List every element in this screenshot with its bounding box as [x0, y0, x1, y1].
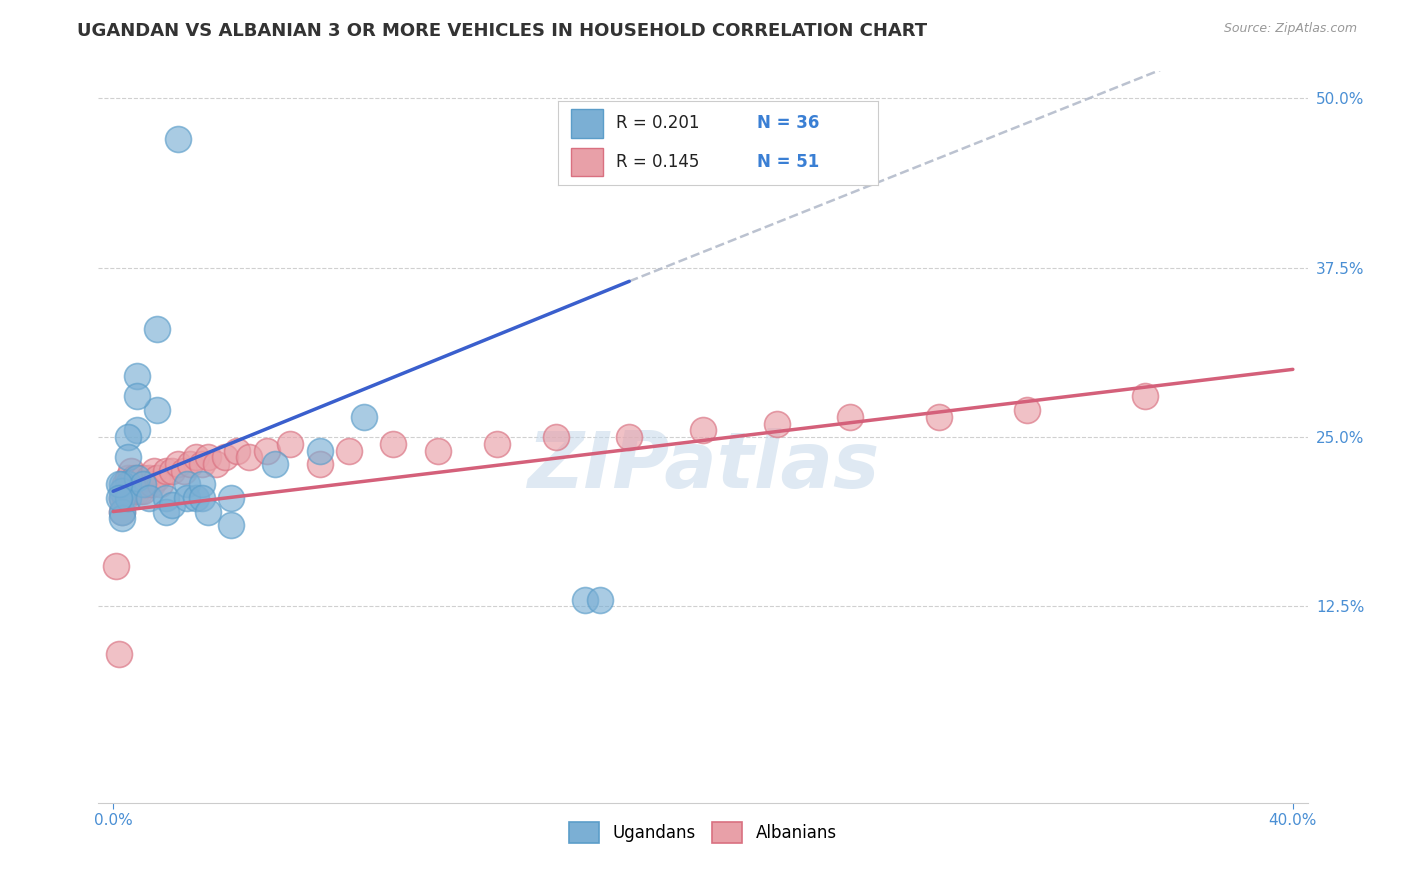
Point	[308, 457, 330, 471]
Point	[138, 491, 160, 505]
Point	[114, 491, 136, 505]
Point	[117, 450, 139, 465]
Point	[125, 471, 148, 485]
Point	[382, 437, 405, 451]
Point	[117, 471, 139, 485]
Point	[219, 491, 242, 505]
Text: Source: ZipAtlas.com: Source: ZipAtlas.com	[1223, 22, 1357, 36]
Point	[765, 417, 787, 431]
Point	[176, 477, 198, 491]
Point	[197, 450, 219, 465]
Point	[214, 450, 236, 465]
Point	[928, 409, 950, 424]
Point	[184, 491, 207, 505]
Point	[122, 484, 145, 499]
Point	[190, 457, 212, 471]
Point	[108, 477, 131, 491]
Point	[155, 464, 177, 478]
Point	[692, 423, 714, 437]
Point	[167, 132, 190, 146]
Point	[135, 477, 157, 491]
Point	[131, 484, 153, 499]
Point	[839, 409, 862, 424]
Point	[219, 518, 242, 533]
Point	[160, 498, 183, 512]
Point	[155, 505, 177, 519]
Point	[426, 443, 449, 458]
Point	[108, 647, 131, 661]
Point	[111, 491, 134, 505]
Point	[125, 369, 148, 384]
Point	[125, 389, 148, 403]
Point	[111, 505, 134, 519]
Point	[160, 464, 183, 478]
Point	[138, 471, 160, 485]
Point	[256, 443, 278, 458]
Point	[190, 491, 212, 505]
Point	[184, 450, 207, 465]
Point	[111, 484, 134, 499]
Point	[190, 477, 212, 491]
Point	[120, 477, 142, 491]
Point	[167, 457, 190, 471]
Point	[544, 430, 567, 444]
Point	[149, 477, 172, 491]
Point	[337, 443, 360, 458]
Point	[131, 477, 153, 491]
Point	[353, 409, 375, 424]
Point	[146, 471, 169, 485]
Point	[264, 457, 287, 471]
Point	[111, 505, 134, 519]
Point	[143, 464, 166, 478]
Point	[125, 471, 148, 485]
Point	[122, 471, 145, 485]
Point	[278, 437, 301, 451]
Point	[146, 322, 169, 336]
Point	[117, 430, 139, 444]
Point	[226, 443, 249, 458]
Point	[108, 491, 131, 505]
Point	[173, 464, 195, 478]
Point	[128, 471, 150, 485]
Point	[125, 423, 148, 437]
Point	[155, 491, 177, 505]
Point	[117, 491, 139, 505]
Point	[179, 457, 201, 471]
Point	[1017, 403, 1039, 417]
Point	[111, 491, 134, 505]
Point	[105, 558, 128, 573]
Point	[114, 477, 136, 491]
Legend: Ugandans, Albanians: Ugandans, Albanians	[562, 815, 844, 849]
Point	[589, 592, 612, 607]
Point	[146, 403, 169, 417]
Point	[308, 443, 330, 458]
Text: ZIPatlas: ZIPatlas	[527, 428, 879, 504]
Point	[120, 464, 142, 478]
Point	[111, 477, 134, 491]
Point	[125, 484, 148, 499]
Point	[117, 477, 139, 491]
Point	[128, 484, 150, 499]
Point	[176, 491, 198, 505]
Point	[1135, 389, 1157, 403]
Point	[111, 511, 134, 525]
Point	[197, 505, 219, 519]
Point	[619, 430, 641, 444]
Point	[238, 450, 260, 465]
Point	[141, 477, 163, 491]
Point	[485, 437, 508, 451]
Point	[131, 471, 153, 485]
Point	[574, 592, 596, 607]
Text: UGANDAN VS ALBANIAN 3 OR MORE VEHICLES IN HOUSEHOLD CORRELATION CHART: UGANDAN VS ALBANIAN 3 OR MORE VEHICLES I…	[77, 22, 928, 40]
Point	[205, 457, 228, 471]
Point	[117, 484, 139, 499]
